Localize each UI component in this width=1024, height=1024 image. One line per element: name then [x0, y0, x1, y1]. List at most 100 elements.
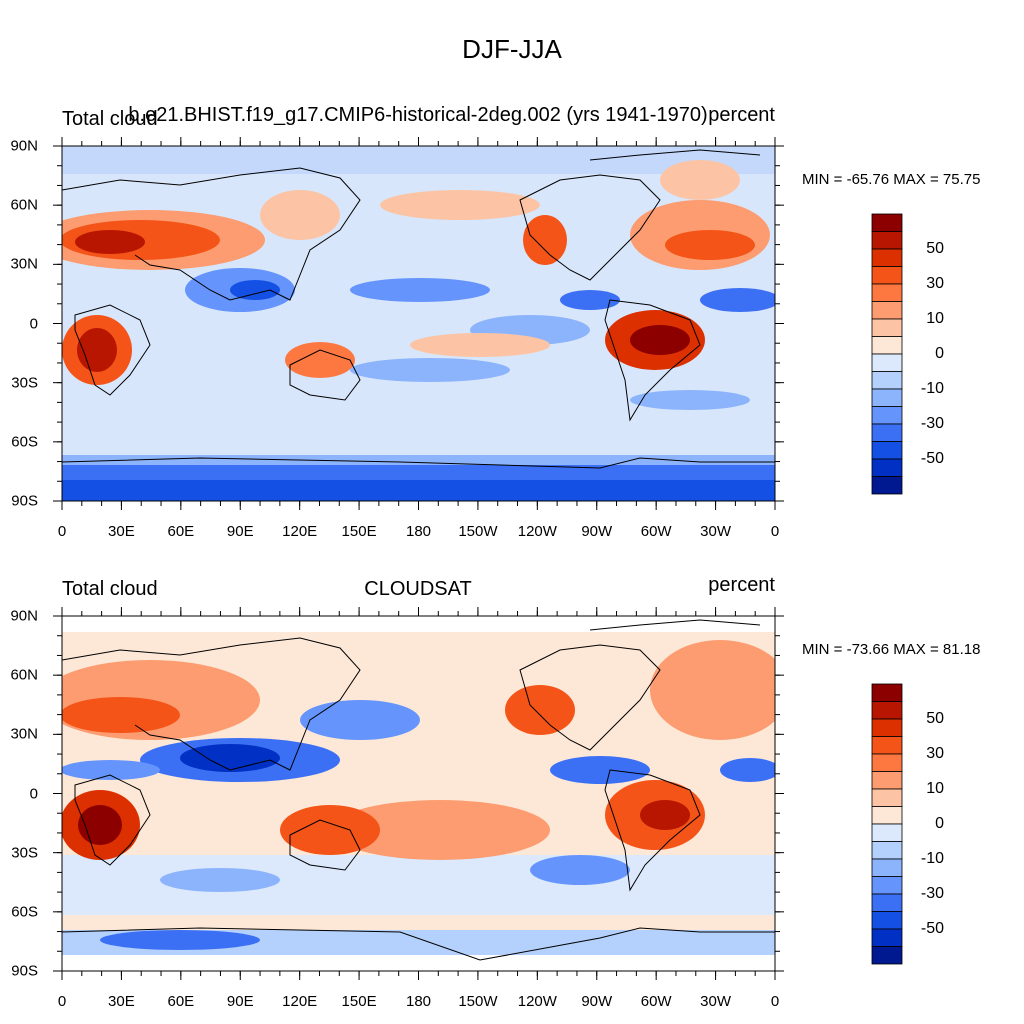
lon-tick-label: 0	[770, 523, 780, 540]
lon-tick-label: 30E	[108, 523, 135, 540]
colorbar-swatch	[871, 476, 903, 495]
colorbar-label: 0	[935, 345, 944, 362]
colorbar-swatch	[871, 858, 903, 877]
lat-tick-label: 60N	[10, 196, 38, 214]
lon-tick-label: 120E	[282, 993, 318, 1010]
panel2-minmax: MIN = -73.66 MAX = 81.18	[802, 641, 981, 658]
colorbar-label: -50	[920, 450, 944, 467]
lat-tick-label: 30N	[10, 255, 38, 273]
lon-tick-label: 90W	[581, 523, 613, 540]
lat-tick-label: 0	[29, 315, 38, 332]
lon-tick-label: 60W	[640, 523, 672, 540]
colorbar-swatch	[871, 911, 903, 930]
lon-tick-label: 60W	[640, 993, 672, 1010]
colorbar-label: 10	[926, 310, 944, 327]
lat-tick-label: 30N	[10, 725, 38, 743]
colorbar-label: 30	[926, 275, 944, 292]
lon-tick-label: 30W	[700, 523, 731, 540]
lat-tick-label: 30S	[11, 844, 38, 862]
colorbar-swatch	[871, 371, 903, 390]
lon-tick-label: 150E	[341, 523, 377, 540]
panel1-right-label: percent	[708, 104, 775, 126]
colorbar-swatch	[871, 423, 903, 442]
lon-tick-label: 120W	[517, 523, 557, 540]
lat-tick-label: 60S	[11, 903, 38, 921]
colorbar-swatch	[871, 231, 903, 250]
panel2-center-label: CLOUDSAT	[364, 578, 472, 600]
lat-tick-label: 90S	[11, 962, 38, 980]
colorbar-2	[871, 683, 903, 965]
lat-tick-label: 90N	[10, 607, 38, 625]
lat-tick-label: 60N	[10, 666, 38, 684]
lon-tick-label: 0	[57, 993, 67, 1010]
lon-tick-label: 0	[770, 993, 780, 1010]
colorbar-swatch	[871, 683, 903, 702]
colorbar-swatch	[871, 406, 903, 425]
panel1-minmax: MIN = -65.76 MAX = 75.75	[802, 171, 981, 188]
colorbar-label: -30	[920, 885, 944, 902]
colorbar-swatch	[871, 458, 903, 477]
lon-tick-label: 30W	[700, 993, 731, 1010]
colorbar-swatch	[871, 336, 903, 355]
colorbar-label: 50	[926, 710, 944, 727]
lat-tick-label: 0	[29, 785, 38, 802]
colorbar-swatch	[871, 301, 903, 320]
lon-tick-label: 90W	[581, 993, 613, 1010]
colorbar-swatch	[871, 318, 903, 337]
colorbar-swatch	[871, 718, 903, 737]
lat-tick-label: 30S	[11, 374, 38, 392]
colorbar-label: 10	[926, 780, 944, 797]
lon-tick-label: 180	[405, 523, 432, 540]
colorbar-swatch	[871, 928, 903, 947]
lon-tick-label: 120E	[282, 523, 318, 540]
colorbar-swatch	[871, 248, 903, 267]
figure-title: DJF-JJA	[462, 34, 562, 64]
colorbar-swatch	[871, 788, 903, 807]
colorbar-swatch	[871, 283, 903, 302]
lon-tick-label: 150W	[458, 993, 498, 1010]
colorbar-label: -50	[920, 920, 944, 937]
colorbar-swatch	[871, 876, 903, 895]
colorbar-label: 50	[926, 240, 944, 257]
panel1-left-label: Total cloud	[62, 108, 158, 130]
lon-tick-label: 60E	[167, 523, 195, 540]
lat-tick-label: 90S	[11, 492, 38, 510]
colorbar-label: 0	[935, 815, 944, 832]
colorbar-swatch	[871, 266, 903, 285]
colorbar-label: -30	[920, 415, 944, 432]
colorbar-swatch	[871, 946, 903, 965]
colorbar-swatch	[871, 388, 903, 407]
panel2-right-label: percent	[708, 574, 775, 596]
colorbar-swatch	[871, 771, 903, 790]
colorbar-swatch	[871, 441, 903, 460]
lon-tick-label: 180	[405, 993, 432, 1010]
lon-tick-label: 120W	[517, 993, 557, 1010]
panel2-map	[62, 616, 775, 971]
panel1-center-label: b.e21.BHIST.f19_g17.CMIP6-historical-2de…	[128, 104, 708, 126]
lon-tick-label: 30E	[108, 993, 135, 1010]
lat-tick-label: 60S	[11, 433, 38, 451]
lon-tick-label: 60E	[167, 993, 195, 1010]
lon-tick-label: 90E	[226, 523, 254, 540]
colorbar-swatch	[871, 736, 903, 755]
lon-tick-label: 0	[57, 523, 67, 540]
colorbar-swatch	[871, 893, 903, 912]
lon-tick-label: 90E	[226, 993, 254, 1010]
colorbar-swatch	[871, 353, 903, 372]
colorbar-swatch	[871, 823, 903, 842]
colorbar-swatch	[871, 806, 903, 825]
colorbar-swatch	[871, 701, 903, 720]
colorbar-1	[871, 213, 903, 495]
colorbar-label: -10	[920, 380, 944, 397]
colorbar-label: -10	[920, 850, 944, 867]
colorbar-swatch	[871, 213, 903, 232]
colorbar-label: 30	[926, 745, 944, 762]
lon-tick-label: 150W	[458, 523, 498, 540]
lon-tick-label: 150E	[341, 993, 377, 1010]
colorbar-swatch	[871, 841, 903, 860]
panel2-left-label: Total cloud	[62, 578, 158, 600]
axis-ticks	[53, 137, 784, 980]
colorbar-swatch	[871, 753, 903, 772]
panel1-map	[62, 146, 775, 501]
